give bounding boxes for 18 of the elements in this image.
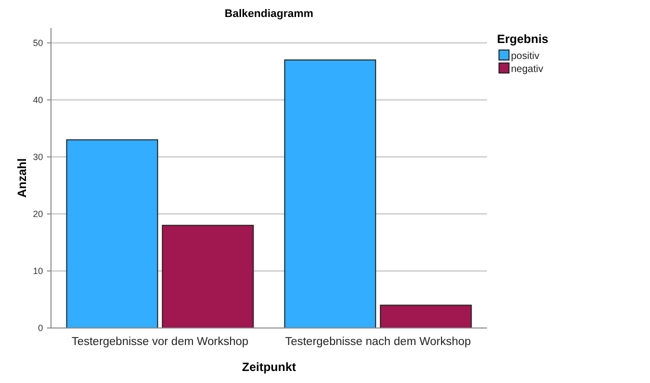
y-tick-label: 40 [32,95,43,106]
y-tick-label: 0 [38,323,43,334]
x-tick-label: Testergebnisse nach dem Workshop [285,336,471,348]
legend-label: positiv [511,51,540,62]
y-tick-label: 10 [32,266,43,276]
y-tick-label: 50 [32,38,43,48]
x-tick-label: Testergebnisse vor dem Workshop [72,336,248,348]
y-tick-label: 30 [32,152,43,162]
bar [66,139,158,328]
bar [162,224,254,328]
bar [284,59,376,328]
y-tick-label: 20 [32,209,43,220]
chart-title: Balkendiagramm [224,8,314,20]
legend-label: negativ [511,64,544,75]
bar [380,304,472,328]
y-axis-title: Anzahl [15,158,29,198]
legend-title: Ergebnis [497,32,549,46]
x-axis-title: Zeitpunkt [242,360,296,374]
